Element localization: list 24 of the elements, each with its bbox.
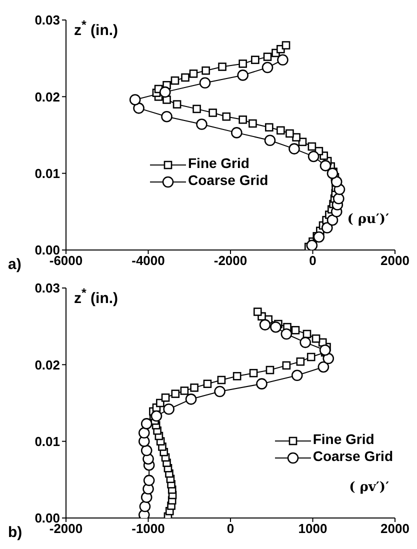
legend-label: Coarse Grid <box>312 448 393 466</box>
x-tick-label: 0 <box>226 521 234 536</box>
y-tick-label: 0.01 <box>34 166 60 181</box>
legend-label: Fine Grid <box>312 431 376 448</box>
y-tick-label: 0.02 <box>34 357 60 372</box>
y-tick-label: 0.01 <box>34 434 60 449</box>
x-tick-label: -1000 <box>132 521 165 536</box>
text: b) <box>8 524 22 541</box>
y-axis-title: z$^{*}$ (in.) <box>74 286 118 307</box>
text: a) <box>8 256 22 273</box>
y-tick-label: 0.03 <box>34 12 60 28</box>
x-tick-label: 2000 <box>380 521 410 536</box>
y-axis-title: z$^{*}$ (in.) <box>74 18 118 39</box>
x-tick-label: -2000 <box>214 253 248 268</box>
legend-label: Coarse Grid <box>187 172 268 190</box>
legend-label: Fine Grid <box>187 155 250 172</box>
x-axis-title: ( ρv′)′ <box>349 480 389 495</box>
y-tick-label: 0.03 <box>34 280 60 296</box>
x-tick-label: 1000 <box>298 521 328 536</box>
x-tick-label: -4000 <box>132 253 165 268</box>
x-axis-title: ( ρu′)′ <box>347 212 389 227</box>
x-tick-label: 2000 <box>380 253 410 268</box>
y-tick-label: 0.02 <box>34 89 60 104</box>
x-tick-label: 0 <box>309 253 316 268</box>
